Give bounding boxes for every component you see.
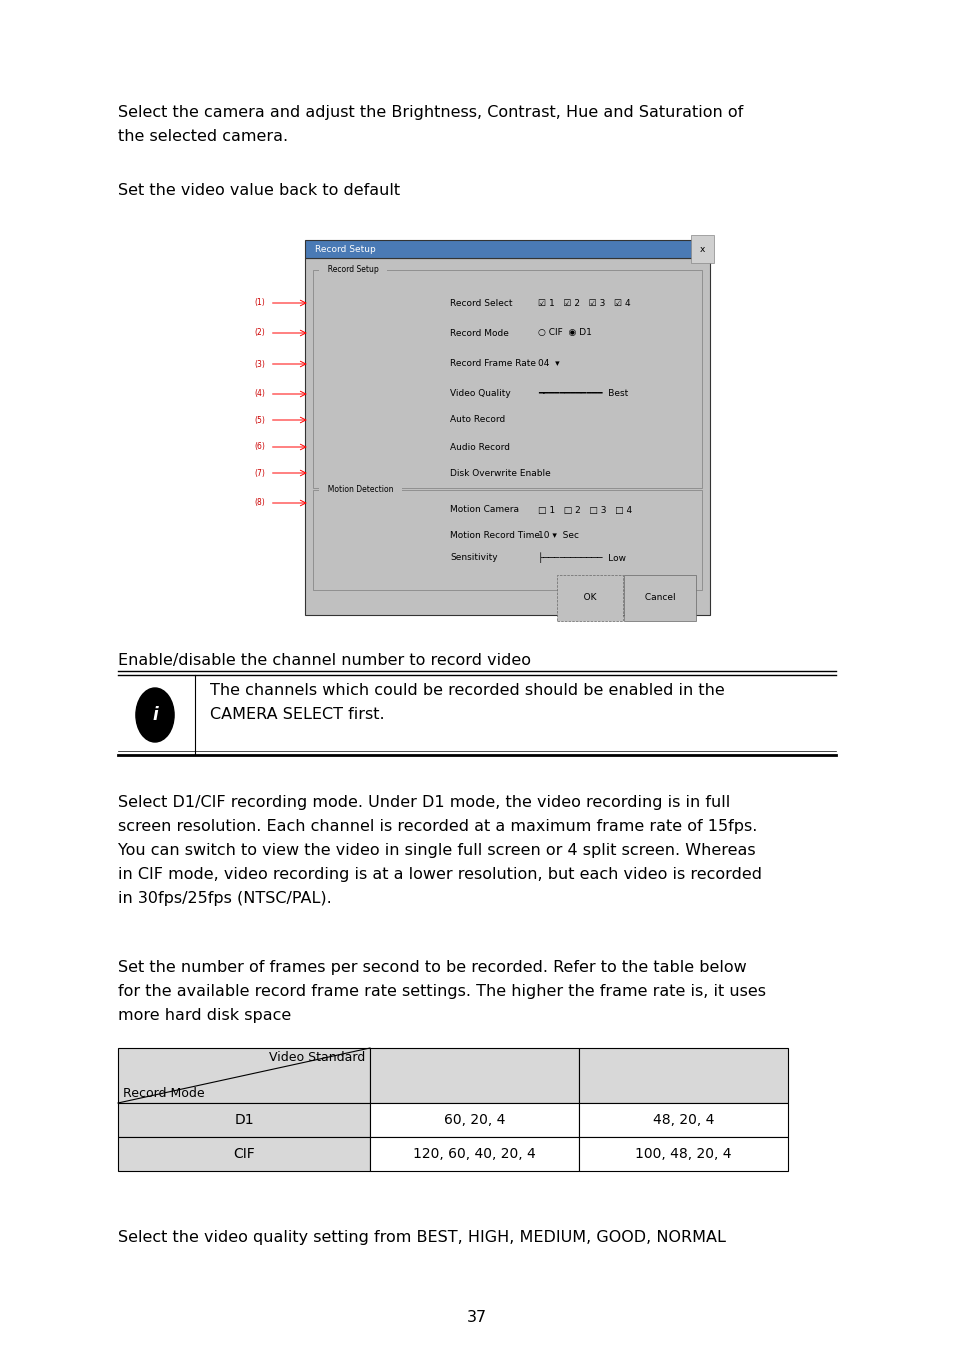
Text: Set the video value back to default: Set the video value back to default <box>118 184 399 198</box>
Text: (2): (2) <box>254 328 265 338</box>
Bar <box>305 240 709 258</box>
Text: 60, 20, 4: 60, 20, 4 <box>443 1112 505 1127</box>
Text: ━━━━━━━━━━━━  Best: ━━━━━━━━━━━━ Best <box>537 390 628 398</box>
Text: 10 ▾  Sec: 10 ▾ Sec <box>537 531 578 540</box>
Text: Motion Camera: Motion Camera <box>450 505 518 514</box>
Bar <box>370 1103 578 1137</box>
Text: 37: 37 <box>466 1310 487 1324</box>
Bar <box>578 1048 787 1103</box>
Text: (3): (3) <box>253 359 265 369</box>
Text: (4): (4) <box>253 390 265 398</box>
Text: 48, 20, 4: 48, 20, 4 <box>652 1112 714 1127</box>
Text: (8): (8) <box>254 498 265 508</box>
Text: Record Frame Rate: Record Frame Rate <box>450 359 536 369</box>
Text: OK: OK <box>575 594 604 602</box>
Text: Enable/disable the channel number to record video: Enable/disable the channel number to rec… <box>118 653 531 668</box>
Text: ○ CIF  ◉ D1: ○ CIF ◉ D1 <box>537 328 591 338</box>
Text: x: x <box>700 244 704 254</box>
Text: 120, 60, 40, 20, 4: 120, 60, 40, 20, 4 <box>413 1148 536 1161</box>
Text: 04  ▾: 04 ▾ <box>537 359 559 369</box>
Text: Cancel: Cancel <box>641 594 678 602</box>
Text: Record Mode: Record Mode <box>450 328 508 338</box>
Text: Motion Detection: Motion Detection <box>322 486 397 494</box>
Bar <box>578 1103 787 1137</box>
Text: (5): (5) <box>253 416 265 424</box>
Text: i: i <box>152 706 157 724</box>
Text: Record Mode: Record Mode <box>123 1087 204 1100</box>
Text: ☑ 1   ☑ 2   ☑ 3   ☑ 4: ☑ 1 ☑ 2 ☑ 3 ☑ 4 <box>537 298 630 308</box>
Bar <box>578 1137 787 1170</box>
Text: CIF: CIF <box>233 1148 254 1161</box>
Text: Record Setup: Record Setup <box>314 244 375 254</box>
Text: Sensitivity: Sensitivity <box>450 554 497 563</box>
Text: Select the camera and adjust the Brightness, Contrast, Hue and Saturation of
the: Select the camera and adjust the Brightn… <box>118 105 742 144</box>
Text: Video Quality: Video Quality <box>450 390 510 398</box>
Text: Video Standard: Video Standard <box>269 1050 365 1064</box>
Text: Auto Record: Auto Record <box>450 416 505 424</box>
Circle shape <box>135 688 173 742</box>
Text: Record Select: Record Select <box>450 298 512 308</box>
Text: Disk Overwrite Enable: Disk Overwrite Enable <box>450 468 550 478</box>
Text: (6): (6) <box>253 443 265 451</box>
Text: □ 1   □ 2   □ 3   □ 4: □ 1 □ 2 □ 3 □ 4 <box>537 505 632 514</box>
Text: Audio Record: Audio Record <box>450 443 510 451</box>
Bar <box>313 490 701 590</box>
Text: D1: D1 <box>233 1112 253 1127</box>
Bar <box>118 1137 370 1170</box>
Text: Motion Record Time: Motion Record Time <box>450 531 539 540</box>
Bar <box>118 1048 370 1103</box>
Bar <box>370 1137 578 1170</box>
Bar <box>370 1048 578 1103</box>
Text: Select D1/CIF recording mode. Under D1 mode, the video recording is in full
scre: Select D1/CIF recording mode. Under D1 m… <box>118 795 761 906</box>
Text: (1): (1) <box>254 298 265 308</box>
Text: Record Setup: Record Setup <box>322 266 383 274</box>
Text: Set the number of frames per second to be recorded. Refer to the table below
for: Set the number of frames per second to b… <box>118 960 765 1023</box>
Bar <box>118 1103 370 1137</box>
Bar <box>305 258 709 616</box>
Text: (7): (7) <box>253 468 265 478</box>
Text: ├───────────  Low: ├─────────── Low <box>537 552 625 563</box>
Bar <box>313 270 701 487</box>
Text: The channels which could be recorded should be enabled in the
CAMERA SELECT firs: The channels which could be recorded sho… <box>210 683 724 722</box>
Text: 100, 48, 20, 4: 100, 48, 20, 4 <box>635 1148 731 1161</box>
Text: Select the video quality setting from BEST, HIGH, MEDIUM, GOOD, NORMAL: Select the video quality setting from BE… <box>118 1230 725 1245</box>
